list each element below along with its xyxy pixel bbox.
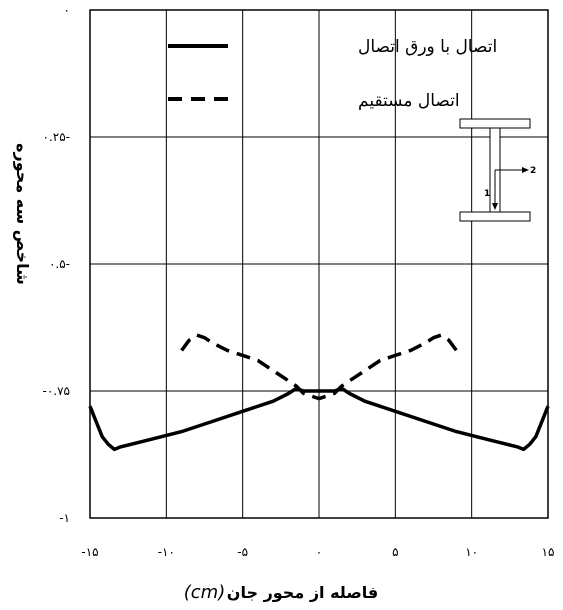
inset-label-1: 1: [484, 189, 490, 199]
legend: اتصال با ورق اتصال اتصال مستقیم: [168, 37, 497, 111]
y-tick-label-2: ۰.۵-: [49, 257, 70, 271]
x-axis: -۱۵ -۱۰ -۵ ۰ ۵ ۱۰ ۱۵: [81, 545, 554, 559]
legend-label-dashed: اتصال مستقیم: [358, 91, 460, 111]
x-tick-label-6: ۱۵: [542, 545, 555, 559]
x-tick-label-5: ۱۰: [465, 545, 478, 559]
series-line-solid: [88, 386, 550, 452]
y-axis-title: شاخص سه محوره: [13, 143, 32, 285]
x-tick-label-2: -۵: [237, 545, 248, 559]
y-tick-label-4: -۱: [59, 511, 70, 525]
x-tick-label-4: ۵: [392, 545, 398, 559]
i-beam-top-flange: [459, 118, 531, 129]
i-beam-bottom-flange: [459, 211, 531, 222]
y-tick-label-1: ۰.۲۵-: [43, 130, 70, 144]
series-line-dashed: [180, 333, 458, 401]
y-tick-label-3: -۰.۷۵: [43, 384, 70, 398]
i-beam-inset: 1 2: [459, 118, 536, 222]
x-axis-title: فاصله از محور جان (cm): [184, 582, 379, 603]
series-layer: [88, 333, 550, 452]
x-axis-title-unit: (cm): [184, 582, 226, 603]
axis-arrow-2-head: [522, 167, 529, 173]
plot-frame: [89, 9, 549, 519]
y-axis: ۰ ۰.۲۵- ۰.۵- -۰.۷۵ -۱: [43, 3, 70, 525]
inset-label-2: 2: [530, 166, 536, 176]
axis-arrow-1-head: [492, 203, 498, 210]
x-axis-title-text: فاصله از محور جان: [227, 583, 378, 602]
y-tick-label-0: ۰: [64, 3, 70, 17]
x-tick-label-0: -۱۵: [81, 545, 98, 559]
legend-label-solid: اتصال با ورق اتصال: [358, 37, 497, 57]
grid-lines: [90, 10, 548, 518]
x-tick-label-3: ۰: [316, 545, 322, 559]
x-tick-label-1: -۱۰: [158, 545, 175, 559]
